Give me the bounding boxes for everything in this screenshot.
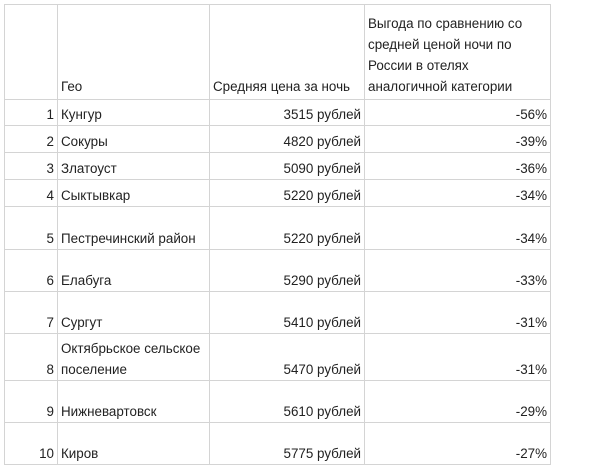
cell-price[interactable]: 5775 рублей [209, 422, 365, 465]
table-row: 1 Кунгур 3515 рублей -56% [4, 99, 551, 126]
cell-benefit[interactable]: -31% [364, 333, 551, 381]
cell-benefit[interactable]: -31% [364, 291, 551, 334]
cell-geo[interactable]: Сокуры [57, 125, 210, 153]
cell-geo[interactable]: Сургут [57, 291, 210, 334]
cell-benefit[interactable]: -33% [364, 249, 551, 292]
cell-number[interactable]: 7 [4, 291, 58, 334]
cell-price[interactable]: 5410 рублей [209, 291, 365, 334]
cell-price[interactable]: 5610 рублей [209, 380, 365, 423]
cell-geo[interactable]: Нижневартовск [57, 380, 210, 423]
table-row: 4 Сыктывкар 5220 рублей -34% [4, 179, 551, 207]
cell-number[interactable]: 3 [4, 152, 58, 180]
cell-geo[interactable]: Сыктывкар [57, 179, 210, 207]
table-row: 10 Киров 5775 рублей -27% [4, 422, 551, 465]
cell-benefit[interactable]: -34% [364, 179, 551, 207]
cell-benefit[interactable]: -56% [364, 99, 551, 126]
cell-benefit[interactable]: -29% [364, 380, 551, 423]
cell-price[interactable]: 4820 рублей [209, 125, 365, 153]
table-row: 6 Елабуга 5290 рублей -33% [4, 249, 551, 292]
cell-geo[interactable]: Пестречинский район [57, 206, 210, 250]
cell-price[interactable]: 5090 рублей [209, 152, 365, 180]
header-row: Гео Средняя цена за ночь Выгода по сравн… [4, 4, 551, 100]
cell-price[interactable]: 3515 рублей [209, 99, 365, 126]
cell-price[interactable]: 5470 рублей [209, 333, 365, 381]
header-number[interactable] [4, 4, 58, 100]
cell-number[interactable]: 10 [4, 422, 58, 465]
table-row: 8 Октябрьское сельское поселение 5470 ру… [4, 333, 551, 381]
table-row: 5 Пестречинский район 5220 рублей -34% [4, 206, 551, 250]
cell-price[interactable]: 5220 рублей [209, 206, 365, 250]
cell-number[interactable]: 2 [4, 125, 58, 153]
cell-number[interactable]: 9 [4, 380, 58, 423]
cell-benefit[interactable]: -39% [364, 125, 551, 153]
cell-benefit[interactable]: -36% [364, 152, 551, 180]
cell-number[interactable]: 1 [4, 99, 58, 126]
cell-geo[interactable]: Киров [57, 422, 210, 465]
cell-number[interactable]: 8 [4, 333, 58, 381]
table-row: 7 Сургут 5410 рублей -31% [4, 291, 551, 334]
cell-geo[interactable]: Октябрьское сельское поселение [57, 333, 210, 381]
cell-number[interactable]: 5 [4, 206, 58, 250]
cell-benefit[interactable]: -27% [364, 422, 551, 465]
cell-price[interactable]: 5220 рублей [209, 179, 365, 207]
cell-geo[interactable]: Кунгур [57, 99, 210, 126]
cell-geo[interactable]: Златоуст [57, 152, 210, 180]
cell-number[interactable]: 6 [4, 249, 58, 292]
header-benefit[interactable]: Выгода по сравнению со средней ценой ноч… [364, 4, 551, 100]
cell-number[interactable]: 4 [4, 179, 58, 207]
cell-benefit[interactable]: -34% [364, 206, 551, 250]
table-row: 2 Сокуры 4820 рублей -39% [4, 125, 551, 153]
data-table: Гео Средняя цена за ночь Выгода по сравн… [4, 4, 551, 465]
header-price[interactable]: Средняя цена за ночь [209, 4, 365, 100]
cell-geo[interactable]: Елабуга [57, 249, 210, 292]
header-geo[interactable]: Гео [57, 4, 210, 100]
table-row: 3 Златоуст 5090 рублей -36% [4, 152, 551, 180]
cell-price[interactable]: 5290 рублей [209, 249, 365, 292]
table-row: 9 Нижневартовск 5610 рублей -29% [4, 380, 551, 423]
